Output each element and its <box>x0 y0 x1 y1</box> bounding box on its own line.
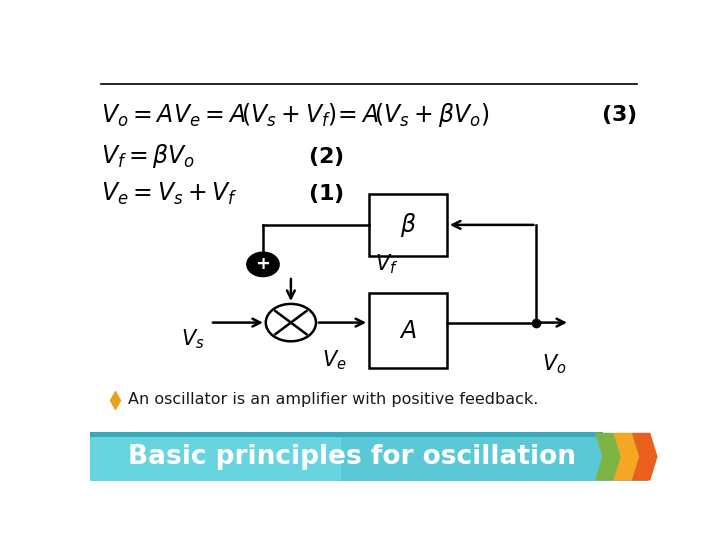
Text: $V_o = AV_e = A\!\left(V_s + V_f\right)\!= A\!\left(V_s + \beta V_o\right)$: $V_o = AV_e = A\!\left(V_s + V_f\right)\… <box>101 100 490 129</box>
Text: $A$: $A$ <box>399 319 417 343</box>
Text: Basic principles for oscillation: Basic principles for oscillation <box>128 444 576 470</box>
Polygon shape <box>613 433 639 481</box>
Polygon shape <box>595 433 621 481</box>
Text: $V_s$: $V_s$ <box>181 327 204 351</box>
Text: $\mathbf{(2)}$: $\mathbf{(2)}$ <box>307 145 343 168</box>
Text: +: + <box>256 255 271 273</box>
Circle shape <box>248 253 279 276</box>
Text: $V_e$: $V_e$ <box>322 348 346 372</box>
Text: $\mathbf{(3)}$: $\mathbf{(3)}$ <box>601 103 637 126</box>
Bar <box>369 294 447 368</box>
Bar <box>90 433 341 481</box>
Bar <box>369 194 447 256</box>
Text: $V_e = V_s + V_f$: $V_e = V_s + V_f$ <box>101 180 238 207</box>
Bar <box>90 433 648 481</box>
Polygon shape <box>632 433 657 481</box>
Text: $\mathbf{(1)}$: $\mathbf{(1)}$ <box>307 182 343 205</box>
Text: $\beta$: $\beta$ <box>400 211 416 239</box>
Text: $V_f$: $V_f$ <box>374 253 398 276</box>
Text: $V_o$: $V_o$ <box>542 353 567 376</box>
Bar <box>90 432 603 437</box>
Text: An oscillator is an amplifier with positive feedback.: An oscillator is an amplifier with posit… <box>128 392 539 407</box>
Text: $V_f = \beta V_o$: $V_f = \beta V_o$ <box>101 142 195 170</box>
